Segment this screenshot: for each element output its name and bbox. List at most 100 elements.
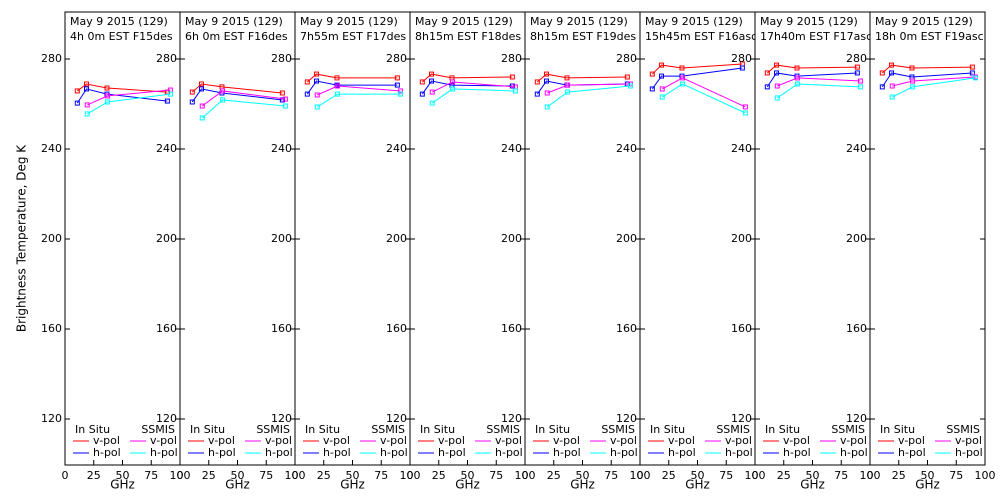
series-line <box>421 80 513 95</box>
y-tick-label: 120 <box>41 412 62 425</box>
data-point <box>397 88 403 94</box>
y-tick-label: 240 <box>271 142 292 155</box>
x-tick-label: 25 <box>892 469 906 482</box>
legend-title: In Situ <box>305 423 340 436</box>
data-point <box>335 83 341 89</box>
legend-label: h-pol <box>495 446 523 459</box>
x-tick-label: 75 <box>834 469 848 482</box>
data-point <box>972 75 978 81</box>
legend-title: In Situ <box>765 423 800 436</box>
data-point <box>909 65 915 71</box>
data-point <box>394 75 400 81</box>
data-point <box>104 85 110 91</box>
panel-title: May 9 2015 (129) <box>760 15 858 28</box>
x-tick-label: 100 <box>860 469 881 482</box>
data-point <box>429 100 435 106</box>
legend-title: SSMIS <box>371 423 405 436</box>
legend-label: h-pol <box>725 446 753 459</box>
y-tick-label: 240 <box>846 142 867 155</box>
y-tick-label: 160 <box>156 322 177 335</box>
data-point <box>969 70 975 76</box>
data-point <box>564 75 570 81</box>
y-axis-label: Brightness Temperature, Deg K <box>15 144 29 332</box>
x-tick-label: 0 <box>637 469 644 482</box>
x-tick-label: 100 <box>630 469 651 482</box>
legend-label: v-pol <box>725 434 752 447</box>
series-line <box>776 83 861 99</box>
series-line <box>191 83 283 94</box>
x-tick-label: 75 <box>144 469 158 482</box>
panel-subtitle: 7h55m EST F17des <box>300 30 406 43</box>
legend-title: SSMIS <box>831 423 865 436</box>
y-tick-label: 120 <box>731 412 752 425</box>
data-point <box>544 90 550 96</box>
data-point <box>164 98 170 104</box>
x-tick-label: 0 <box>522 469 529 482</box>
legend-label: h-pol <box>323 446 351 459</box>
data-point <box>167 91 173 97</box>
legend-title: SSMIS <box>601 423 635 436</box>
x-axis-label: GHz <box>800 478 825 492</box>
data-point <box>627 83 633 89</box>
data-point <box>795 75 801 81</box>
x-tick-label: 75 <box>374 469 388 482</box>
x-tick-label: 0 <box>407 469 414 482</box>
data-point <box>84 111 90 117</box>
series-line <box>651 63 743 75</box>
data-point <box>279 97 285 103</box>
data-point <box>105 93 111 99</box>
data-point <box>889 94 895 100</box>
legend-title: In Situ <box>75 423 110 436</box>
data-point <box>314 78 320 84</box>
x-tick-label: 50 <box>921 469 935 482</box>
data-point <box>544 71 550 77</box>
legend-title: In Situ <box>535 423 570 436</box>
legend-label: v-pol <box>840 434 867 447</box>
data-point <box>512 88 518 94</box>
data-point <box>659 94 665 100</box>
panel-subtitle: 8h15m EST F19des <box>530 30 636 43</box>
panel-title: May 9 2015 (129) <box>875 15 973 28</box>
y-tick-label: 280 <box>271 52 292 65</box>
x-tick-label: 75 <box>719 469 733 482</box>
data-point <box>419 79 425 85</box>
data-point <box>857 84 863 90</box>
legend-label: h-pol <box>150 446 178 459</box>
data-point <box>509 74 515 80</box>
x-tick-label: 0 <box>177 469 184 482</box>
x-tick-label: 100 <box>515 469 536 482</box>
x-tick-label: 75 <box>489 469 503 482</box>
y-tick-label: 160 <box>616 322 637 335</box>
data-point <box>397 91 403 97</box>
y-tick-label: 280 <box>501 52 522 65</box>
legend-label: v-pol <box>553 434 580 447</box>
legend-label: v-pol <box>323 434 350 447</box>
y-tick-label: 160 <box>501 322 522 335</box>
series-line <box>651 67 743 90</box>
y-tick-label: 120 <box>271 412 292 425</box>
data-point <box>429 71 435 77</box>
y-tick-label: 280 <box>386 52 407 65</box>
data-point <box>509 83 515 89</box>
y-tick-label: 200 <box>846 232 867 245</box>
data-point <box>74 88 80 94</box>
x-tick-label: 75 <box>949 469 963 482</box>
data-point <box>879 84 885 90</box>
data-point <box>742 104 748 110</box>
data-point <box>649 71 655 77</box>
data-point <box>889 62 895 68</box>
y-tick-label: 240 <box>386 142 407 155</box>
series-line <box>662 77 746 108</box>
x-tick-label: 25 <box>317 469 331 482</box>
y-tick-label: 240 <box>156 142 177 155</box>
x-tick-label: 50 <box>576 469 590 482</box>
legend-label: h-pol <box>610 446 638 459</box>
legend-label: h-pol <box>93 446 121 459</box>
data-point <box>74 100 80 106</box>
series-line <box>892 76 976 87</box>
panel-subtitle: 8h15m EST F18des <box>415 30 521 43</box>
